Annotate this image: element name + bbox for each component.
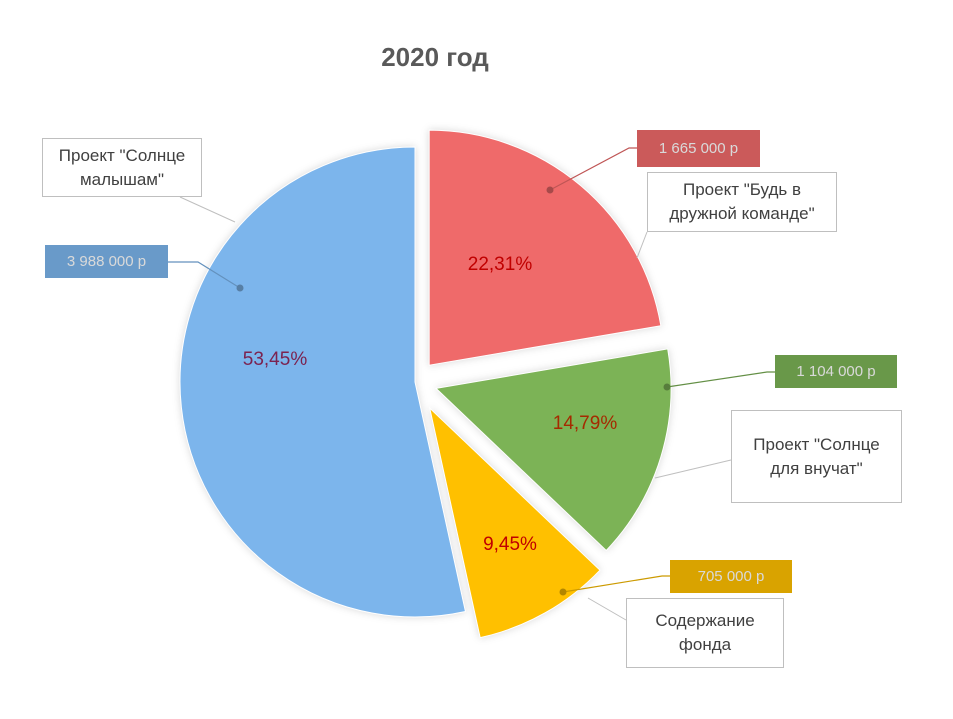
chart-title: 2020 год <box>381 42 489 72</box>
leader-line <box>179 196 236 223</box>
pie-slice <box>428 129 662 366</box>
pie-slice <box>179 146 467 618</box>
leader-line <box>636 231 648 259</box>
percent-label: 9,45% <box>483 534 537 555</box>
value-label: 1 665 000 р <box>637 130 760 167</box>
leader-dot <box>546 186 554 194</box>
pie-slice <box>434 348 672 552</box>
leader-dot <box>559 588 567 596</box>
leader-line <box>666 371 775 388</box>
value-label: 705 000 р <box>670 560 792 593</box>
category-label: Проект "Будь в дружной команде" <box>647 172 837 232</box>
leader-line <box>587 597 627 621</box>
value-label: 3 988 000 р <box>45 245 168 278</box>
value-label: 1 104 000 р <box>775 355 897 388</box>
leader-dot <box>663 383 671 391</box>
leader-line <box>654 459 732 479</box>
leader-dot <box>236 284 244 292</box>
leader-line <box>168 261 241 289</box>
category-label: Проект "Солнце для внучат" <box>731 410 902 503</box>
leader-line <box>562 575 670 593</box>
category-label: Проект "Солнце малышам" <box>42 138 202 197</box>
percent-label: 53,45% <box>242 349 308 370</box>
category-label: Содержание фонда <box>626 598 784 668</box>
percent-label: 14,79% <box>552 413 618 434</box>
leader-line <box>549 147 637 191</box>
percent-label: 22,31% <box>467 254 533 275</box>
pie-slice <box>428 406 601 639</box>
